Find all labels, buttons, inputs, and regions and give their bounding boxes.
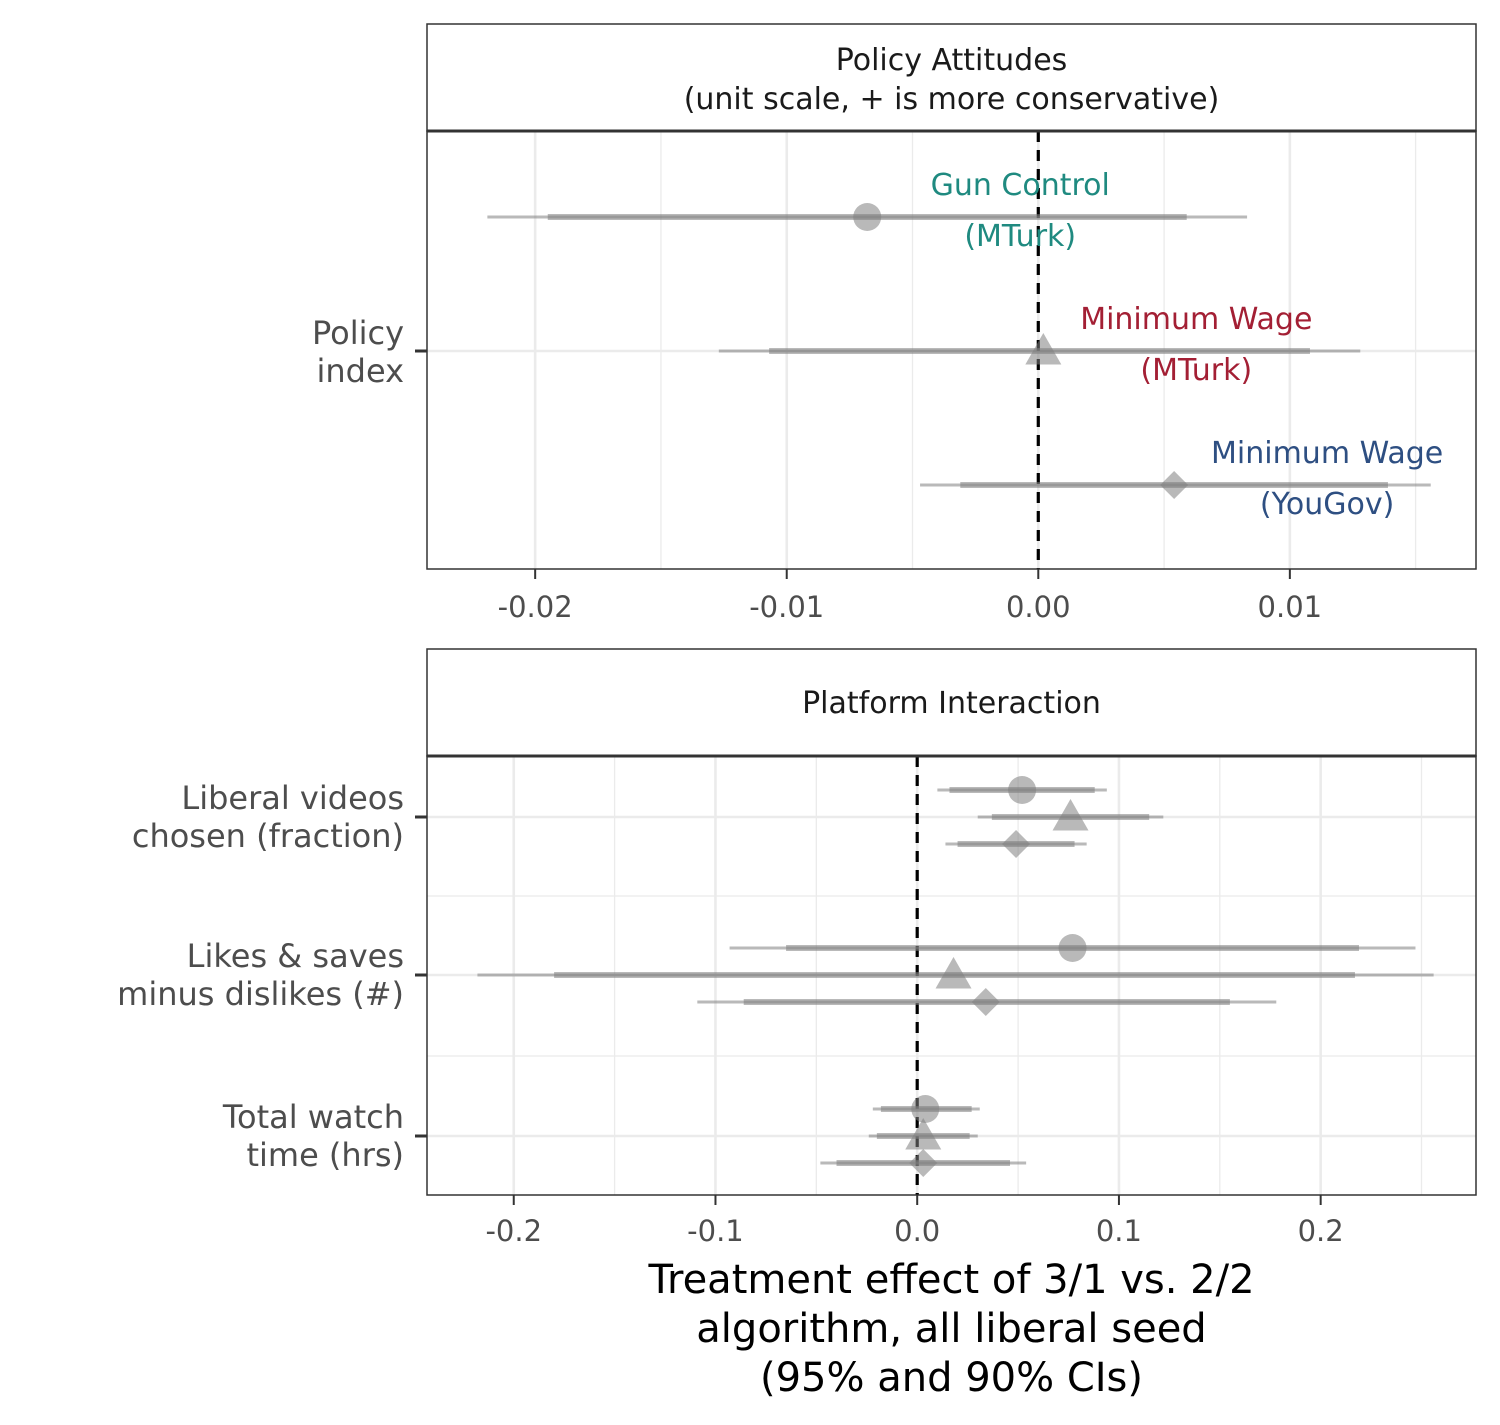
estimate-point: [1052, 799, 1089, 831]
series-label: Gun Control (MTurk): [931, 168, 1110, 254]
estimate-point: [909, 1149, 938, 1177]
estimate-point: [935, 957, 972, 989]
x-tick-label: -0.1: [687, 1214, 744, 1248]
estimate-point: [1002, 830, 1031, 858]
estimate-point: [971, 988, 1000, 1016]
y-tick-label: Policy index: [312, 314, 404, 390]
estimate-point: [1008, 776, 1037, 804]
estimate-point: [911, 1095, 940, 1123]
x-tick-label: 0.2: [1298, 1214, 1344, 1248]
panel-title: Policy Attitudes (unit scale, + is more c…: [684, 43, 1220, 117]
estimate-point: [1058, 934, 1087, 962]
estimate-point: [1160, 471, 1189, 499]
x-axis-title: Treatment effect of 3/1 vs. 2/2 algorithm…: [647, 1257, 1254, 1401]
strip-box: [426, 648, 1477, 757]
x-tick-label: 0.0: [894, 1214, 940, 1248]
x-tick-label: -0.02: [498, 590, 573, 624]
platform-interaction-panel: Platform Interaction Liberal videos chosen…: [117, 648, 1477, 1248]
y-tick-label: Likes & saves minus dislikes (#): [117, 937, 404, 1013]
x-tick-label: 0.01: [1258, 590, 1323, 624]
y-tick-label: Total watch time (hrs): [222, 1098, 404, 1174]
strip-box: [426, 23, 1477, 132]
x-tick-label: 0.1: [1096, 1214, 1142, 1248]
estimate-point: [853, 203, 882, 231]
series-label: Minimum Wage (YouGov): [1211, 436, 1443, 522]
x-tick-label: 0.00: [1006, 590, 1071, 624]
panel-title: Platform Interaction: [802, 686, 1101, 721]
y-tick-label: Liberal videos chosen (fraction): [132, 779, 404, 855]
x-axis-label: Treatment effect of 3/1 vs. 2/2 algorithm…: [647, 1257, 1254, 1401]
x-tick-label: -0.01: [749, 590, 824, 624]
estimate-point: [905, 1118, 942, 1150]
series-label: Minimum Wage (MTurk): [1080, 302, 1312, 388]
policy-attitudes-panel: Policy Attitudes (unit scale, + is more c…: [312, 23, 1477, 624]
x-tick-label: -0.2: [485, 1214, 542, 1248]
estimate-point: [1025, 333, 1062, 365]
